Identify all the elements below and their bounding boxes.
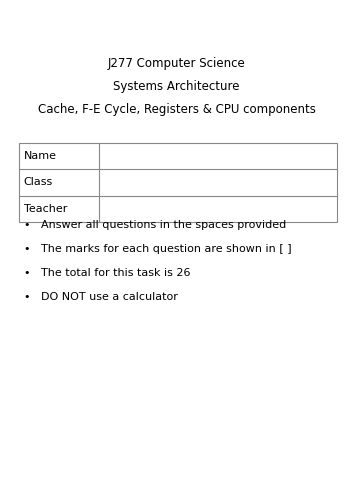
Text: DO NOT use a calculator: DO NOT use a calculator bbox=[41, 292, 178, 302]
Text: Class: Class bbox=[24, 178, 53, 187]
Text: Cache, F-E Cycle, Registers & CPU components: Cache, F-E Cycle, Registers & CPU compon… bbox=[37, 104, 316, 117]
Text: Systems Architecture: Systems Architecture bbox=[113, 80, 240, 93]
Text: Name: Name bbox=[24, 151, 56, 161]
Text: •: • bbox=[23, 244, 30, 254]
Text: Teacher: Teacher bbox=[24, 204, 67, 214]
Text: The total for this task is 26: The total for this task is 26 bbox=[41, 268, 190, 278]
Text: The marks for each question are shown in [ ]: The marks for each question are shown in… bbox=[41, 244, 291, 254]
Text: J277 Computer Science: J277 Computer Science bbox=[108, 58, 245, 70]
Text: Answer all questions in the spaces provided: Answer all questions in the spaces provi… bbox=[41, 220, 286, 230]
Text: •: • bbox=[23, 220, 30, 230]
Bar bbox=[19, 142, 337, 222]
Text: •: • bbox=[23, 268, 30, 278]
Text: •: • bbox=[23, 292, 30, 302]
